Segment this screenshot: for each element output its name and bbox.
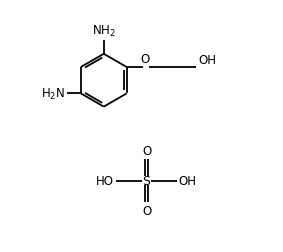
Text: HO: HO <box>96 175 114 187</box>
Text: O: O <box>140 53 150 66</box>
Text: OH: OH <box>179 175 197 187</box>
Text: OH: OH <box>198 53 216 67</box>
Text: H$_2$N: H$_2$N <box>41 86 65 102</box>
Text: O: O <box>142 145 151 158</box>
Text: O: O <box>142 204 151 217</box>
Text: S: S <box>143 175 151 187</box>
Text: NH$_2$: NH$_2$ <box>92 24 116 39</box>
